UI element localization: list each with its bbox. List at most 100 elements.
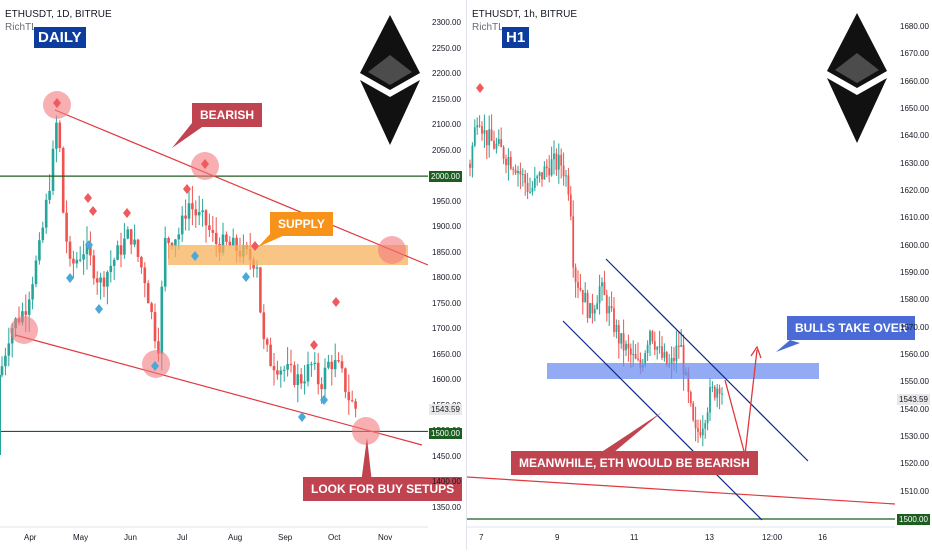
candle-body bbox=[112, 259, 116, 266]
candle-body bbox=[313, 362, 317, 365]
left-time-tick: Jul bbox=[177, 533, 188, 542]
candle-body bbox=[44, 199, 48, 228]
candle-body bbox=[221, 234, 225, 253]
right-tag-last-price: 1543.59 bbox=[897, 394, 930, 405]
candle-body bbox=[627, 343, 630, 349]
candle-body bbox=[286, 364, 289, 370]
candle-body bbox=[637, 358, 639, 360]
candle-body bbox=[629, 348, 632, 355]
candle-body bbox=[99, 277, 102, 283]
buy-diamond bbox=[95, 304, 103, 314]
candle-body bbox=[557, 154, 560, 170]
left-time-tick: Jun bbox=[124, 533, 137, 542]
candle-body bbox=[61, 148, 65, 213]
candle-body bbox=[653, 341, 656, 350]
candle-body bbox=[533, 178, 536, 188]
candle-body bbox=[327, 361, 330, 368]
candle-body bbox=[208, 225, 211, 230]
candle-body bbox=[51, 148, 55, 191]
candle-body bbox=[310, 364, 313, 366]
candle-body bbox=[567, 175, 570, 195]
candle-body bbox=[617, 324, 620, 344]
left-price-tick: 2100.00 bbox=[432, 120, 461, 130]
candle-body bbox=[541, 172, 543, 180]
candle-body bbox=[663, 352, 666, 358]
candle-body bbox=[259, 267, 262, 313]
candle-body bbox=[716, 388, 719, 398]
candle-body bbox=[574, 267, 577, 283]
right-price-tick: 1600.00 bbox=[900, 240, 929, 250]
candle-body bbox=[548, 168, 551, 176]
right-price-tick: 1660.00 bbox=[900, 76, 929, 86]
buy-diamond bbox=[298, 412, 306, 422]
right-price-tick: 1610.00 bbox=[900, 213, 929, 223]
candle-body bbox=[550, 159, 553, 176]
candle-body bbox=[153, 312, 157, 342]
right-eth-logo bbox=[827, 13, 887, 143]
candle-body bbox=[58, 122, 62, 149]
candle-body bbox=[651, 331, 654, 342]
candle-body bbox=[615, 324, 618, 333]
candle-body bbox=[572, 216, 575, 268]
candle-body bbox=[507, 156, 510, 166]
eth-logo-top bbox=[360, 15, 420, 90]
candle-body bbox=[7, 343, 11, 356]
candle-body bbox=[68, 241, 72, 259]
left-price-tick: 1700.00 bbox=[432, 324, 461, 334]
right-price-tick: 1590.00 bbox=[900, 268, 929, 277]
eth-logo-bottom bbox=[827, 78, 887, 143]
candle-body bbox=[194, 209, 198, 216]
eth-logo-top bbox=[827, 13, 887, 88]
candle-body bbox=[689, 392, 692, 404]
candle-body bbox=[620, 333, 623, 344]
candle-body bbox=[129, 229, 133, 245]
left-tag-1500: 1500.00 bbox=[429, 428, 462, 439]
left-price-tick: 1400.00 bbox=[432, 477, 461, 487]
candle-body bbox=[581, 290, 584, 303]
candle-body bbox=[536, 176, 539, 179]
left-time-tick: Nov bbox=[378, 533, 393, 542]
right-price-tick: 1650.00 bbox=[900, 104, 929, 113]
candle-body bbox=[661, 346, 663, 358]
right-symbol: ETHUSDT, 1h, BITRUE bbox=[472, 9, 578, 20]
buy-diamond bbox=[66, 273, 74, 283]
candle-body bbox=[670, 357, 673, 365]
candle-body bbox=[106, 271, 109, 287]
candle-body bbox=[303, 381, 306, 384]
candle-body bbox=[235, 237, 238, 251]
candle-body bbox=[282, 369, 286, 371]
candle-body bbox=[625, 343, 627, 351]
candle-body bbox=[126, 229, 130, 239]
candle-body bbox=[180, 215, 184, 235]
candle-body bbox=[526, 183, 529, 192]
left-price-tick: 1350.00 bbox=[432, 503, 461, 512]
candle-body bbox=[265, 339, 269, 345]
candle-body bbox=[543, 166, 546, 180]
candle-body bbox=[65, 212, 68, 242]
candle-body bbox=[483, 130, 486, 134]
right-price-tick: 1620.00 bbox=[900, 186, 929, 195]
right-price-tick: 1680.00 bbox=[900, 22, 929, 31]
candle-body bbox=[605, 295, 608, 314]
candle-body bbox=[493, 140, 495, 149]
left-price-tick: 1750.00 bbox=[432, 298, 461, 308]
candle-body bbox=[694, 419, 697, 429]
left-upper-trendline bbox=[54, 109, 429, 266]
candle-body bbox=[469, 163, 471, 168]
candle-body bbox=[565, 175, 567, 177]
candle-body bbox=[157, 341, 160, 354]
sell-diamond bbox=[201, 159, 209, 169]
candle-body bbox=[95, 278, 99, 283]
right-price-tick: 1540.00 bbox=[900, 404, 929, 414]
candle-body bbox=[665, 352, 668, 365]
candle-body bbox=[569, 194, 572, 217]
candle-body bbox=[521, 174, 524, 176]
candle-body bbox=[255, 267, 259, 269]
candle-body bbox=[214, 232, 218, 244]
candle-body bbox=[634, 353, 637, 359]
right-price-tick: 1580.00 bbox=[900, 295, 929, 305]
candle-body bbox=[718, 388, 721, 394]
candle-body bbox=[613, 308, 615, 333]
